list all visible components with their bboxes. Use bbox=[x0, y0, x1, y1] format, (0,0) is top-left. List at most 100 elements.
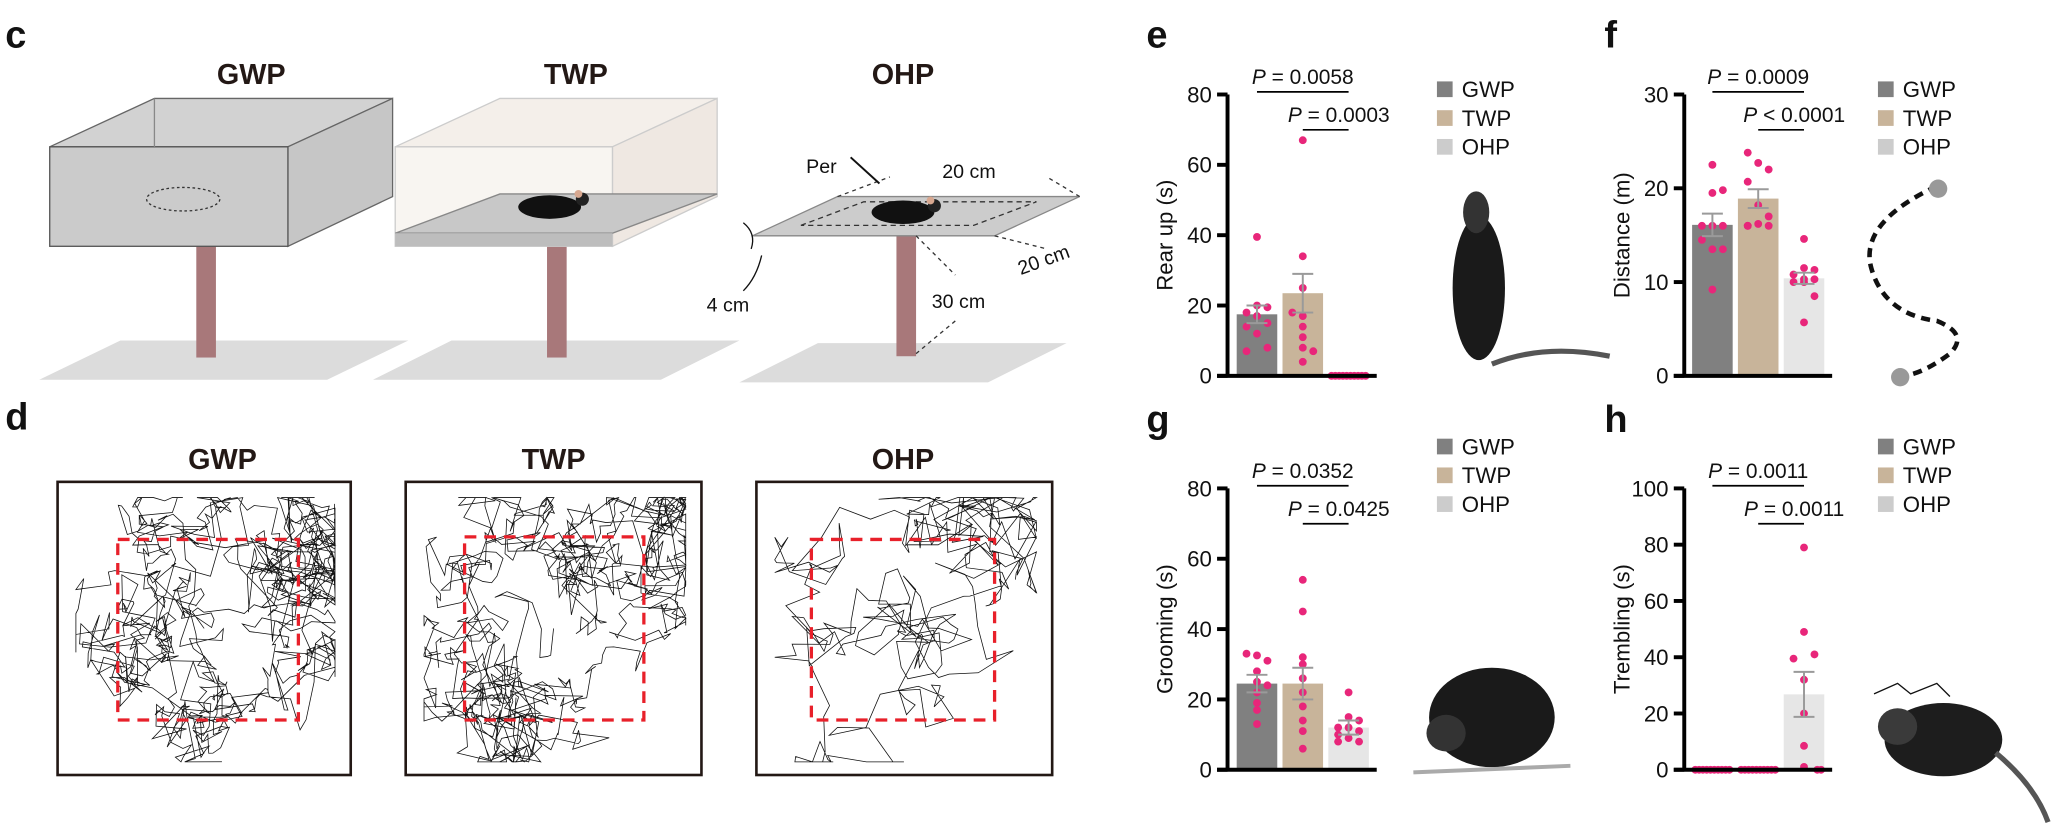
data-point bbox=[1800, 741, 1808, 750]
legend-label: GWP bbox=[1462, 434, 1515, 459]
data-point bbox=[1253, 651, 1261, 660]
panel-c-apparatus: GWP TWP OHP bbox=[39, 59, 1080, 383]
y-tick-label: 20 bbox=[1644, 701, 1669, 726]
y-tick-label: 80 bbox=[1187, 82, 1212, 107]
data-point bbox=[1334, 723, 1343, 732]
legend-swatch-ohp bbox=[1877, 138, 1894, 155]
data-point bbox=[1263, 343, 1272, 352]
data-point bbox=[1708, 245, 1717, 254]
data-point bbox=[1810, 650, 1819, 659]
legend-label: OHP bbox=[1462, 135, 1510, 160]
p-value: = 0.0009 bbox=[1721, 66, 1809, 89]
y-tick-label: 60 bbox=[1644, 589, 1669, 614]
footprint-icon bbox=[1928, 179, 1948, 198]
data-point bbox=[1298, 727, 1307, 736]
y-tick-label: 20 bbox=[1644, 176, 1669, 201]
pole bbox=[547, 242, 567, 358]
legend-swatch-twp bbox=[1436, 110, 1453, 126]
data-point bbox=[1334, 737, 1343, 746]
panel-label-f: f bbox=[1604, 14, 1617, 56]
footprint-path-illustration bbox=[1867, 179, 1960, 387]
gray-wall-box bbox=[49, 146, 289, 247]
data-point bbox=[1810, 292, 1819, 301]
data-point bbox=[1242, 308, 1251, 317]
trajectory-title-ohp: OHP bbox=[872, 444, 934, 476]
data-point bbox=[1743, 177, 1752, 186]
data-point bbox=[1698, 235, 1706, 244]
mouse-icon bbox=[871, 200, 935, 225]
mouse-icon bbox=[518, 195, 582, 219]
hidden-mouse-outline bbox=[145, 186, 221, 212]
data-point bbox=[1355, 727, 1363, 736]
p-symbol: P bbox=[1288, 104, 1302, 127]
legend-label: GWP bbox=[1903, 434, 1956, 459]
panel-label-h: h bbox=[1604, 399, 1627, 441]
legend-label: OHP bbox=[1903, 135, 1951, 160]
p-value: < 0.0001 bbox=[1757, 104, 1845, 127]
tremble-lines bbox=[1873, 682, 1951, 697]
y-tick-label: 40 bbox=[1187, 223, 1212, 248]
trajectory-title-gwp: GWP bbox=[188, 444, 257, 476]
legend-swatch-ohp bbox=[1436, 496, 1453, 512]
y-tick-label: 0 bbox=[1656, 364, 1668, 389]
legend-label: GWP bbox=[1462, 77, 1515, 102]
data-point bbox=[1298, 136, 1307, 145]
gwp-apparatus bbox=[39, 97, 409, 380]
y-tick-label: 100 bbox=[1631, 476, 1668, 501]
edge-arrow-top bbox=[742, 222, 754, 250]
data-point bbox=[1298, 252, 1307, 261]
data-point bbox=[1754, 219, 1763, 228]
ohp-apparatus: Per 20 cm 20 cm 4 cm 30 cm bbox=[707, 156, 1080, 383]
center-zone bbox=[116, 537, 301, 722]
data-point bbox=[1743, 148, 1752, 157]
p-symbol: P bbox=[1252, 460, 1266, 483]
legend-label: TWP bbox=[1903, 463, 1952, 488]
panel-label-g: g bbox=[1146, 399, 1169, 441]
y-tick-label: 0 bbox=[1199, 364, 1211, 389]
center-zone bbox=[462, 535, 646, 722]
y-tick-label: 0 bbox=[1656, 758, 1668, 783]
data-point bbox=[1263, 681, 1272, 690]
trembling-mouse-illustration bbox=[1873, 682, 2051, 824]
legend-swatch-gwp bbox=[1436, 81, 1453, 98]
panel-label-c: c bbox=[5, 14, 26, 56]
legend-swatch-gwp bbox=[1877, 81, 1894, 98]
data-point bbox=[1309, 347, 1318, 356]
data-point bbox=[1263, 656, 1272, 665]
y-tick-label: 0 bbox=[1199, 758, 1211, 783]
data-point bbox=[1708, 160, 1717, 169]
legend-swatch-gwp bbox=[1436, 438, 1453, 455]
p-value: = 0.0425 bbox=[1302, 498, 1390, 521]
data-point bbox=[1698, 221, 1706, 230]
p-value-label: P = 0.0009 bbox=[1707, 66, 1809, 89]
dim-height: 30 cm bbox=[932, 291, 985, 313]
legend-label: TWP bbox=[1903, 106, 1952, 131]
data-point bbox=[1708, 285, 1717, 294]
trajectory-path bbox=[423, 496, 687, 763]
data-point bbox=[1789, 654, 1798, 663]
data-point bbox=[1253, 233, 1261, 241]
y-tick-label: 20 bbox=[1187, 687, 1212, 712]
legend-label: TWP bbox=[1462, 106, 1511, 131]
data-point bbox=[1253, 706, 1261, 714]
data-point bbox=[1800, 264, 1808, 272]
dim-width: 20 cm bbox=[942, 161, 995, 183]
legend-label: GWP bbox=[1903, 77, 1956, 102]
per-arrow bbox=[849, 156, 881, 185]
data-point bbox=[1298, 312, 1307, 320]
footprint-icon bbox=[1891, 368, 1910, 387]
legend-swatch-twp bbox=[1877, 110, 1894, 126]
y-tick-label: 80 bbox=[1187, 476, 1212, 501]
apparatus-title-twp: TWP bbox=[544, 59, 608, 91]
center-zone bbox=[809, 537, 997, 722]
p-symbol: P bbox=[1252, 66, 1266, 89]
trajectory-path bbox=[75, 497, 337, 763]
p-symbol: P bbox=[1744, 498, 1758, 521]
data-point bbox=[1718, 221, 1727, 230]
data-point bbox=[1810, 275, 1819, 284]
data-point bbox=[1708, 189, 1717, 197]
data-point bbox=[1253, 329, 1261, 338]
